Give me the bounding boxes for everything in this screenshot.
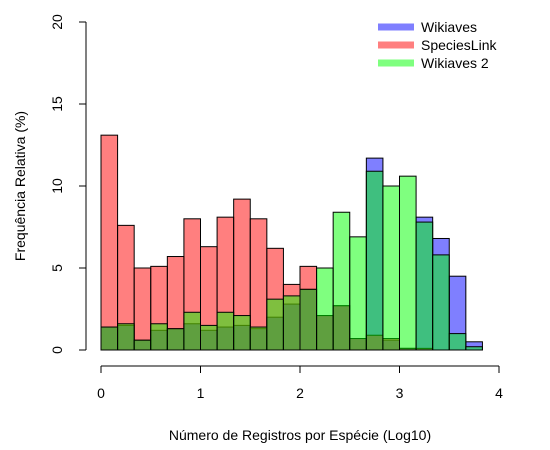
y-tick-label: 20 <box>49 14 65 30</box>
bar <box>133 339 152 351</box>
x-tick-label: 0 <box>97 385 105 401</box>
x-axis-ticks: 0 1 2 3 4 <box>97 366 503 401</box>
bar <box>200 324 218 351</box>
bar <box>382 185 401 351</box>
bar <box>316 267 334 351</box>
x-tick-label: 3 <box>396 385 404 401</box>
bar <box>399 175 417 351</box>
bar <box>183 311 202 351</box>
x-axis-label: Número de Registros por Espécie (Log10) <box>169 427 431 443</box>
legend-label: Wikiaves 2 <box>421 55 489 71</box>
bar <box>332 211 351 351</box>
bar <box>266 298 284 351</box>
y-axis-label: Frequência Relativa (%) <box>12 111 28 261</box>
bar <box>133 267 152 351</box>
x-tick-label: 4 <box>495 385 503 401</box>
y-axis-ticks: 0 5 10 15 20 <box>49 14 86 354</box>
bar <box>117 323 135 351</box>
bars-layer <box>100 134 483 351</box>
y-tick-label: 10 <box>49 178 65 194</box>
series-3-bars <box>100 170 483 351</box>
legend: Wikiaves SpeciesLink Wikiaves 2 <box>378 19 497 71</box>
bar <box>365 170 384 351</box>
y-tick-label: 0 <box>49 346 65 354</box>
bar <box>432 254 450 351</box>
bar <box>415 221 434 351</box>
bar <box>216 311 235 351</box>
bar <box>166 328 185 351</box>
x-tick-label: 2 <box>296 385 304 401</box>
bar <box>233 315 251 351</box>
x-tick-label: 1 <box>197 385 205 401</box>
y-tick-label: 5 <box>49 264 65 272</box>
bar <box>100 326 119 351</box>
legend-label: SpeciesLink <box>421 37 497 53</box>
legend-label: Wikiaves <box>421 19 477 35</box>
bar <box>282 295 301 351</box>
bar <box>150 323 168 351</box>
bar <box>299 288 318 351</box>
bar <box>249 326 268 351</box>
legend-item: Wikiaves 2 <box>378 55 489 71</box>
bar <box>349 236 367 351</box>
bar <box>100 134 119 351</box>
y-tick-label: 15 <box>49 96 65 112</box>
legend-item: Wikiaves <box>378 19 477 35</box>
bar <box>448 333 467 351</box>
legend-item: SpeciesLink <box>378 37 497 53</box>
bar <box>465 346 483 351</box>
